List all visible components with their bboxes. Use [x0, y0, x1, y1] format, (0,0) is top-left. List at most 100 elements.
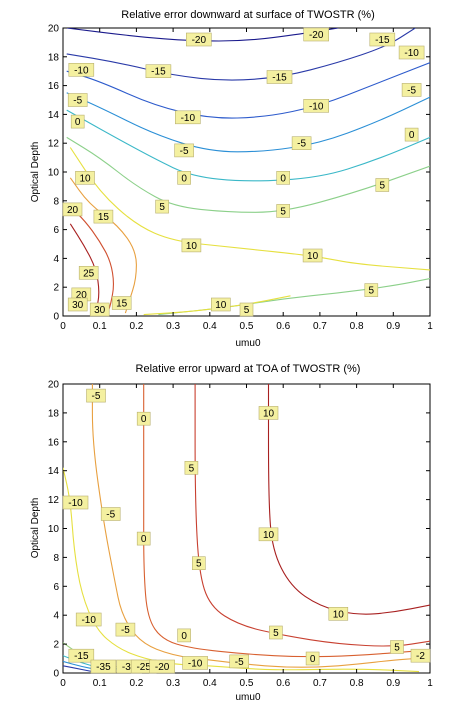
x-tick-label: 0.3: [166, 321, 180, 332]
contour-label: 15: [111, 296, 132, 310]
plot-frame: [62, 27, 431, 317]
contour-label: 0: [305, 651, 320, 666]
y-tick-label: 18: [48, 408, 60, 419]
contour-label: 5: [269, 625, 283, 640]
contour-label-text: 10: [307, 251, 319, 262]
contour-label: 0: [136, 531, 151, 546]
contour-label: -10: [303, 99, 330, 113]
contour-label: 5: [239, 302, 254, 317]
x-tick-label: 1: [427, 678, 433, 689]
x-tick-label: 0.7: [313, 321, 327, 332]
contour-label: 5: [375, 178, 390, 192]
contour-label-text: 0: [310, 654, 316, 665]
contour-label-box: [291, 136, 312, 150]
contour-label-text: 5: [189, 463, 195, 474]
contour-label-text: -20: [155, 662, 170, 673]
contour-label-text: -10: [309, 101, 324, 112]
contour-label-text: -10: [68, 498, 83, 509]
contour-label-box: [70, 114, 85, 129]
y-tick-label: 18: [48, 52, 60, 63]
contour-label-text: 5: [394, 643, 400, 654]
contour-label-text: 15: [98, 212, 110, 223]
contour-label: -5: [174, 143, 194, 158]
x-tick-label: 0.1: [93, 321, 107, 332]
x-tick-label: 0.9: [386, 321, 400, 332]
y-tick-label: 12: [48, 495, 60, 506]
contour-label-text: -30: [122, 662, 137, 673]
y-tick-label: 14: [48, 466, 60, 477]
contour-label-text: -25: [136, 662, 151, 673]
contour-label: 30: [89, 302, 110, 317]
x-tick-label: 0.1: [93, 678, 107, 689]
contour-label-box: [155, 199, 169, 214]
contour-label-text: 30: [72, 300, 84, 311]
contour-label: -5: [401, 83, 422, 97]
contour-label: -10: [68, 62, 95, 77]
contour-label-text: -15: [74, 651, 89, 662]
y-tick-label: 20: [48, 380, 60, 391]
contour-label-box: [186, 32, 212, 47]
contour-label: 5: [364, 283, 379, 297]
contour-label-box: [404, 127, 419, 142]
contour-label-text: 20: [67, 205, 79, 216]
contour-label: 0: [177, 628, 191, 643]
plot-area-bottom: 0 0.1 0.2 0.3 0.4 0.5 0.6 0.7 0.8 0.9 102468101214…: [48, 380, 433, 690]
contour-line-10: [69, 147, 430, 271]
contour-label-text: 0: [181, 173, 187, 184]
x-tick-label: 0.6: [276, 678, 290, 689]
y-tick-label: 6: [53, 582, 59, 593]
contour-label-box: [67, 93, 88, 107]
contour-label-box: [115, 622, 136, 637]
contour-label-box: [68, 62, 95, 77]
x-tick-label: 0.5: [240, 678, 254, 689]
contour-label: 5: [184, 460, 199, 475]
contour-label-text: -5: [407, 85, 416, 96]
contour-label-text: -5: [235, 657, 244, 668]
contour-label-box: [258, 406, 279, 420]
contour-label-text: 5: [369, 286, 375, 297]
contour-line-5: [194, 384, 430, 647]
contour-label: -10: [175, 110, 201, 125]
contour-label-text: 5: [196, 559, 202, 570]
contour-label-text: 10: [263, 530, 275, 541]
contour-label-box: [100, 507, 121, 521]
contour-label: 10: [302, 248, 323, 263]
contour-label-text: -2: [416, 651, 425, 662]
contour-line-5: [66, 136, 430, 213]
contour-label-text: -5: [121, 625, 130, 636]
contour-label: -35: [90, 659, 117, 674]
contour-label: -15: [369, 32, 396, 47]
y-tick-label: 4: [53, 254, 59, 265]
contour-label-box: [401, 83, 422, 97]
contour-label-box: [93, 209, 114, 224]
contour-label-text: 5: [244, 305, 250, 316]
contour-label-box: [390, 640, 404, 654]
contour-line--25: [63, 660, 100, 671]
contour-label-text: -20: [309, 30, 324, 41]
contour-label-text: -10: [188, 658, 203, 669]
contour-label-box: [375, 178, 390, 192]
contour-line--10: [66, 62, 430, 119]
chart-title-bottom: Relative error upward at TOA of TWOSTR (…: [136, 363, 361, 375]
contour-label-box: [62, 202, 83, 217]
contour-label: 10: [75, 171, 95, 185]
contour-labels: -20 -20 -15 -10 -15 -10 -15 -5 -5 -10 -10 0 0 -5 -5 0 0 1…: [62, 27, 425, 317]
contour-label: 0: [177, 171, 191, 185]
y-tick-label: 4: [53, 611, 59, 622]
contour-label-text: -20: [192, 35, 207, 46]
y-axis-label-top: Optical Depth: [30, 142, 41, 203]
contour-label-text: 25: [83, 268, 95, 279]
contour-label-text: 5: [159, 202, 165, 213]
y-tick-label: 0: [53, 669, 59, 680]
contour-label-box: [410, 648, 431, 663]
contour-line--5: [66, 92, 430, 153]
contour-label-text: -5: [73, 96, 82, 107]
contour-label: 0: [70, 114, 85, 129]
contour-label-box: [136, 531, 151, 546]
contour-label-text: -35: [96, 662, 111, 673]
x-tick-label: 1: [427, 321, 433, 332]
y-tick-label: 10: [48, 524, 60, 535]
contour-label: -15: [145, 64, 172, 78]
